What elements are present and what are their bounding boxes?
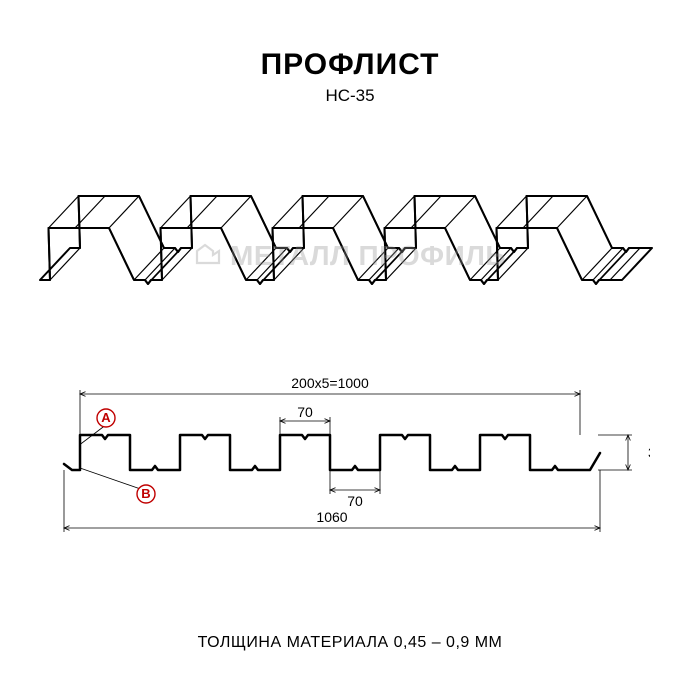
svg-text:70: 70 [347, 493, 363, 509]
page-title: ПРОФЛИСТ [0, 48, 700, 82]
svg-text:B: B [141, 486, 150, 501]
svg-text:200x5=1000: 200x5=1000 [291, 375, 369, 391]
svg-text:35: 35 [648, 445, 650, 461]
svg-text:70: 70 [297, 404, 313, 420]
svg-text:A: A [101, 410, 111, 425]
isometric-view [30, 150, 670, 320]
svg-text:1060: 1060 [316, 509, 347, 525]
technical-drawing: 200x5=1000 70 70 35 1060 A B [50, 360, 650, 560]
material-thickness: ТОЛЩИНА МАТЕРИАЛА 0,45 – 0,9 ММ [0, 634, 700, 652]
page-subtitle: НС-35 [0, 86, 700, 106]
